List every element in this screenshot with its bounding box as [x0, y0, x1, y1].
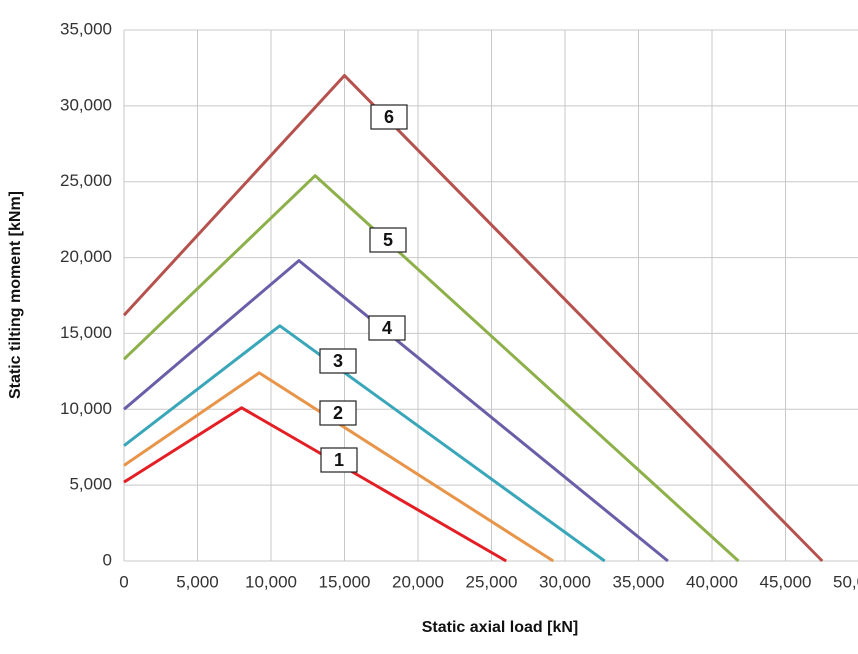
series-label: 6 [384, 107, 394, 127]
y-tick-label: 5,000 [69, 475, 112, 494]
y-tick-label: 10,000 [60, 399, 112, 418]
series-line [123, 371, 555, 563]
series-line [123, 406, 507, 563]
series-label-box [319, 400, 357, 426]
x-tick-label: 10,000 [245, 572, 297, 591]
series-label: 2 [333, 403, 343, 423]
x-axis-title: Static axial load [kN] [422, 619, 579, 636]
series-label: 1 [334, 450, 344, 470]
series-label: 5 [383, 230, 393, 250]
y-tick-label: 0 [103, 550, 112, 569]
series-label-box [369, 227, 407, 253]
x-tick-label: 15,000 [319, 572, 371, 591]
series-line [122, 174, 740, 563]
x-tick-label: 35,000 [613, 572, 665, 591]
x-tick-label: 50,000 [833, 572, 858, 591]
series-line [123, 324, 606, 563]
series-label: 4 [382, 318, 392, 338]
x-tick-label: 0 [119, 572, 128, 591]
series-label-box [370, 104, 408, 130]
y-tick-label: 30,000 [60, 95, 112, 114]
x-tick-label: 20,000 [392, 572, 444, 591]
x-tick-label: 5,000 [176, 572, 219, 591]
x-tick-label: 45,000 [760, 572, 812, 591]
series-label-box [319, 348, 357, 374]
y-tick-label: 25,000 [60, 171, 112, 190]
x-tick-label: 30,000 [539, 572, 591, 591]
y-tick-label: 20,000 [60, 247, 112, 266]
series-label-box [320, 447, 358, 473]
x-tick-label: 25,000 [466, 572, 518, 591]
series-line [123, 259, 669, 563]
y-tick-label: 35,000 [60, 19, 112, 38]
y-tick-label: 15,000 [60, 323, 112, 342]
series-label: 3 [333, 351, 343, 371]
series-label-box [368, 315, 406, 341]
series-line [122, 74, 824, 563]
y-axis-title: Static tilting moment [kNm] [7, 191, 24, 399]
x-tick-label: 40,000 [686, 572, 738, 591]
